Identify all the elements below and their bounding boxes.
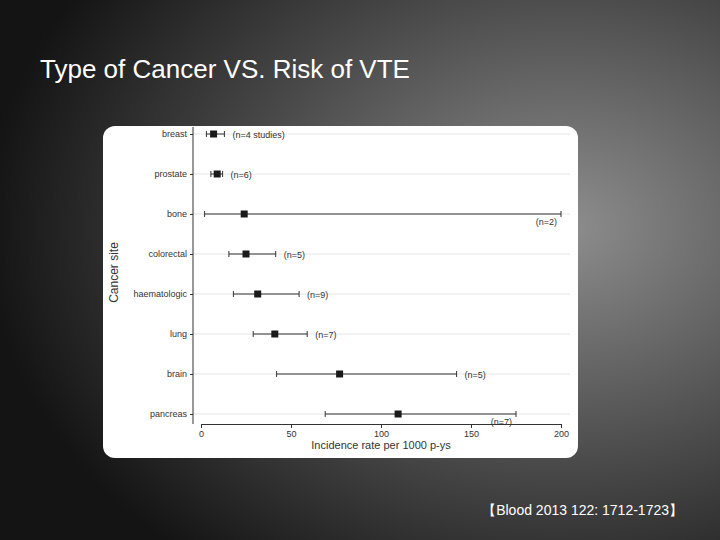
n-label: (n=9) — [307, 290, 328, 300]
n-label: (n=4 studies) — [232, 130, 284, 140]
y-tick-mark — [190, 294, 193, 295]
point-estimate — [271, 331, 278, 338]
x-axis-line — [202, 425, 562, 429]
y-axis-title: Cancer site — [107, 242, 121, 303]
error-cap — [233, 291, 234, 297]
x-tick-mark — [381, 424, 382, 428]
y-tick-mark — [190, 174, 193, 175]
point-estimate — [210, 131, 217, 138]
x-tick-label: 0 — [199, 429, 204, 439]
y-tick-label: haematologic — [133, 289, 187, 299]
point-estimate — [214, 171, 221, 178]
error-cap — [224, 131, 225, 137]
x-tick-mark — [201, 424, 202, 428]
grid-line — [193, 294, 570, 295]
error-cap — [228, 251, 229, 257]
x-tick-label: 50 — [286, 429, 296, 439]
error-cap — [276, 371, 277, 377]
y-tick-label: pancreas — [150, 409, 188, 419]
point-estimate — [243, 251, 250, 258]
grid — [193, 134, 570, 414]
error-cap — [516, 411, 517, 417]
y-tick: lung — [170, 329, 193, 339]
y-tick-mark — [190, 414, 193, 415]
x-tick: 100 — [374, 424, 389, 439]
y-tick-label: colorectal — [148, 249, 187, 259]
y-tick-mark — [190, 214, 193, 215]
y-tick: breast — [162, 129, 193, 139]
y-tick-label: lung — [170, 329, 187, 339]
y-tick: haematologic — [133, 289, 193, 299]
error-bar — [277, 374, 457, 375]
y-axis: breast prostate bone colorectal haematologic… — [133, 127, 193, 424]
error-cap — [456, 371, 457, 377]
grid-line — [193, 414, 570, 415]
slide: Type of Cancer VS. Risk of VTE 【Blood 201… — [0, 0, 720, 540]
n-label: (n=5) — [465, 370, 486, 380]
x-tick: 0 — [199, 424, 204, 439]
error-bar — [205, 214, 561, 215]
error-cap — [222, 171, 223, 177]
grid-line — [193, 254, 570, 255]
x-axis-title: Incidence rate per 1000 p-ys — [311, 439, 451, 451]
n-label: (n=6) — [231, 170, 252, 180]
n-label: (n=7) — [315, 330, 336, 340]
error-cap — [561, 211, 562, 217]
y-tick-mark — [190, 374, 193, 375]
y-tick: bone — [167, 209, 193, 219]
x-tick: 200 — [554, 424, 569, 439]
error-cap — [210, 171, 211, 177]
error-cap — [275, 251, 276, 257]
y-tick-mark — [190, 134, 193, 135]
error-bar — [229, 254, 276, 255]
x-tick-mark — [291, 424, 292, 428]
background — [0, 0, 720, 540]
n-label: (n=5) — [284, 250, 305, 260]
x-tick-label: 100 — [374, 429, 389, 439]
error-cap — [307, 331, 308, 337]
citation: 【Blood 2013 122: 1712-1723】 — [482, 502, 683, 518]
y-tick: pancreas — [150, 409, 193, 419]
point-estimate — [336, 371, 343, 378]
x-axis: 0 50 100 150 200 — [199, 424, 569, 439]
marks — [205, 131, 561, 418]
grid-line — [193, 214, 570, 215]
error-cap — [204, 211, 205, 217]
point-estimate — [241, 211, 248, 218]
n-label: (n=2) — [536, 217, 557, 227]
y-axis-line — [193, 127, 194, 424]
error-cap — [253, 331, 254, 337]
x-tick-mark — [471, 424, 472, 428]
x-tick-label: 200 — [554, 429, 569, 439]
x-tick-label: 150 — [464, 429, 479, 439]
y-tick-label: brain — [167, 369, 187, 379]
y-tick-mark — [190, 254, 193, 255]
error-bar — [253, 334, 307, 335]
grid-line — [193, 334, 570, 335]
n-labels: (n=4 studies) (n=6) (n=2) (n=5) (n=9) (n=7) (n… — [231, 130, 557, 428]
chart-panel — [103, 126, 578, 458]
error-bar — [233, 294, 299, 295]
error-cap — [299, 291, 300, 297]
y-tick-mark — [190, 334, 193, 335]
y-tick-label: breast — [162, 129, 188, 139]
y-tick-label: bone — [167, 209, 187, 219]
slide-title: Type of Cancer VS. Risk of VTE — [40, 54, 410, 84]
n-label: (n=7) — [491, 417, 512, 427]
y-tick: prostate — [154, 169, 193, 179]
x-tick: 150 — [464, 424, 479, 439]
y-tick: brain — [167, 369, 193, 379]
error-cap — [206, 131, 207, 137]
point-estimate — [395, 411, 402, 418]
grid-line — [193, 374, 570, 375]
error-bar — [325, 414, 516, 415]
point-estimate — [254, 291, 261, 298]
error-cap — [325, 411, 326, 417]
x-tick-mark — [561, 424, 562, 428]
y-tick: colorectal — [148, 249, 193, 259]
x-tick: 50 — [286, 424, 296, 439]
y-tick-label: prostate — [154, 169, 187, 179]
